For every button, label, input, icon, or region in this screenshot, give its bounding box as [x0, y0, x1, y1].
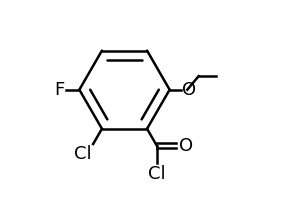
- Text: Cl: Cl: [74, 145, 91, 163]
- Text: Cl: Cl: [148, 165, 166, 183]
- Text: F: F: [54, 81, 64, 99]
- Text: O: O: [179, 137, 193, 155]
- Text: O: O: [182, 81, 197, 99]
